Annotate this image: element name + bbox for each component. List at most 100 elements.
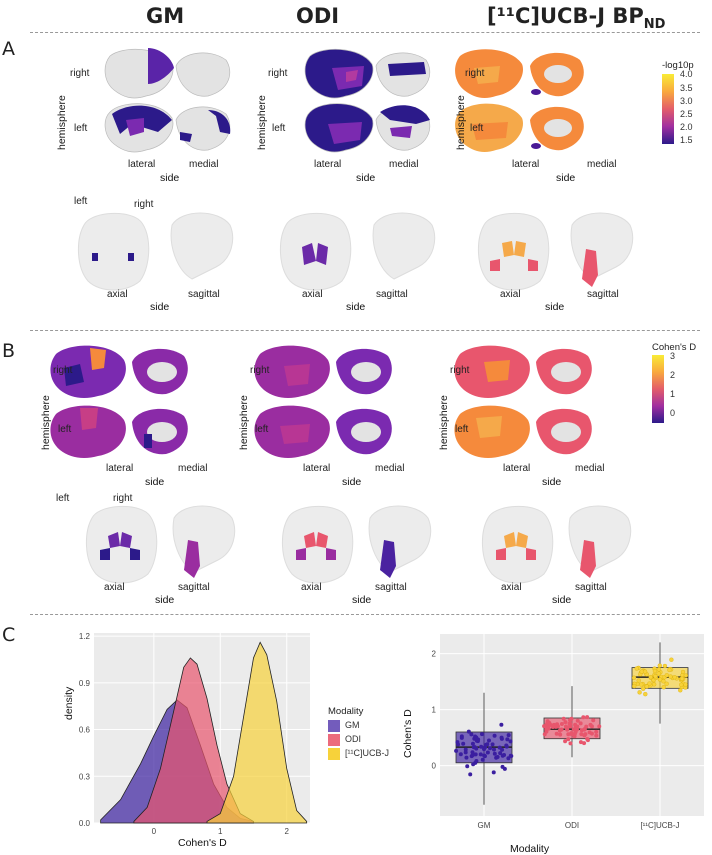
density-ylabel: density — [63, 686, 75, 720]
label-lateral-gm-b: lateral — [106, 463, 134, 474]
box-point — [639, 682, 644, 687]
box-point — [634, 666, 639, 671]
subcortex-gm-a — [60, 195, 260, 305]
cortex-odi-a-svg — [304, 48, 431, 153]
box-point — [664, 673, 669, 678]
subcortex-ucb-a — [460, 195, 660, 305]
box-point — [575, 718, 580, 723]
modality-legend-swatch-odi — [328, 734, 340, 746]
box-point — [568, 741, 573, 746]
box-point — [652, 668, 658, 674]
box-point — [679, 682, 684, 687]
cortex-gm-b — [40, 338, 240, 478]
label-axial-odi-a: axial — [302, 289, 323, 300]
box-point — [583, 732, 588, 737]
box-point — [569, 732, 574, 737]
label-right-gm-b: right — [53, 365, 73, 376]
label-axial-ucb-b: axial — [501, 582, 522, 593]
box-point — [550, 724, 555, 729]
box-point — [657, 663, 662, 668]
box-point — [455, 740, 460, 745]
label-side-odi-sub-a: side — [346, 301, 366, 313]
box-point — [459, 735, 464, 740]
label-lateral-ucb-b: lateral — [503, 463, 531, 474]
box-point — [470, 741, 475, 746]
box-point — [661, 685, 666, 690]
column-header-ucb: [¹¹C]UCB-J BPND — [487, 4, 665, 32]
box-point — [461, 741, 466, 746]
box-point — [464, 755, 469, 760]
box-ytick-label: 2 — [432, 650, 437, 659]
subcortex-odi-a — [262, 195, 462, 305]
label-left-gm-b: left — [58, 424, 72, 435]
legend-b-tick-0: 3 — [670, 351, 676, 361]
subcortex-odi-b — [266, 496, 466, 596]
box-point — [474, 758, 479, 763]
subcortex-ucb-b — [466, 496, 666, 596]
subcortex-ucb-b-svg — [482, 505, 632, 584]
label-sagittal-odi-a: sagittal — [376, 289, 408, 300]
box-point — [474, 735, 479, 740]
box-point — [632, 684, 637, 689]
label-side-ucb-sub-a: side — [545, 301, 565, 313]
box-point — [491, 747, 496, 752]
label-medial-gm-a: medial — [189, 159, 219, 170]
box-point — [559, 722, 564, 727]
box-point — [499, 735, 504, 740]
box-point — [647, 681, 652, 686]
box-point — [644, 684, 649, 689]
box-point — [672, 675, 677, 680]
box-point — [542, 724, 547, 729]
density-ytick-label: 1.2 — [79, 632, 91, 641]
box-point — [589, 724, 594, 729]
density-area-2 — [206, 641, 308, 824]
label-right-ucb-b: right — [450, 365, 470, 376]
box-point — [571, 727, 576, 732]
cortex-odi-b — [240, 338, 440, 478]
label-lateral-odi-b: lateral — [303, 463, 331, 474]
legend-a-title: -log10p — [662, 60, 694, 71]
density-xtick-label: 1 — [218, 827, 223, 836]
density-xtick-label: 0 — [152, 827, 157, 836]
ucb-header-main: [¹¹C]UCB-J BP — [487, 4, 644, 28]
box-point — [582, 727, 587, 732]
legend-a-tick-1: 3.5 — [680, 83, 693, 93]
label-medial-ucb-b: medial — [575, 463, 605, 474]
panel-letter-b: B — [2, 340, 16, 362]
label-left-odi-a: left — [272, 123, 286, 134]
label-right-sub-a: right — [134, 199, 154, 210]
density-xtick-label: 2 — [285, 827, 290, 836]
box-xlabel: Modality — [510, 843, 550, 855]
cortex-gm-a — [40, 40, 240, 188]
label-axial-odi-b: axial — [301, 582, 322, 593]
box-point — [578, 721, 583, 726]
column-header-odi: ODI — [296, 4, 340, 28]
box-point — [485, 750, 490, 755]
label-side-gm-b: side — [145, 476, 165, 488]
modality-legend-odi: ODI — [345, 734, 362, 744]
label-left-ucb-b: left — [455, 424, 469, 435]
box-point — [581, 715, 586, 720]
legend-a-tick-3: 2.5 — [680, 109, 693, 119]
box-point — [661, 679, 666, 684]
legend-b-tick-3: 0 — [670, 408, 676, 418]
box-point — [637, 690, 642, 695]
label-right-odi-b: right — [250, 365, 270, 376]
box-point — [636, 678, 641, 683]
divider-bottom — [30, 614, 700, 615]
label-lateral-ucb-a: lateral — [512, 159, 540, 170]
box-point — [469, 732, 474, 737]
box-point — [669, 657, 674, 662]
box-point — [495, 755, 500, 760]
box-point — [544, 727, 549, 732]
box-point — [465, 764, 470, 769]
box-point — [498, 751, 503, 756]
box-point — [667, 667, 672, 673]
box-point — [491, 770, 496, 775]
box-point — [497, 745, 502, 750]
label-side-ucb-sub-b: side — [552, 594, 572, 606]
box-point — [564, 726, 569, 731]
label-side-gm-sub-a: side — [150, 301, 170, 313]
label-hemisphere-ucb-a: hemisphere — [455, 95, 467, 150]
label-left-sub-a: left — [74, 196, 88, 207]
